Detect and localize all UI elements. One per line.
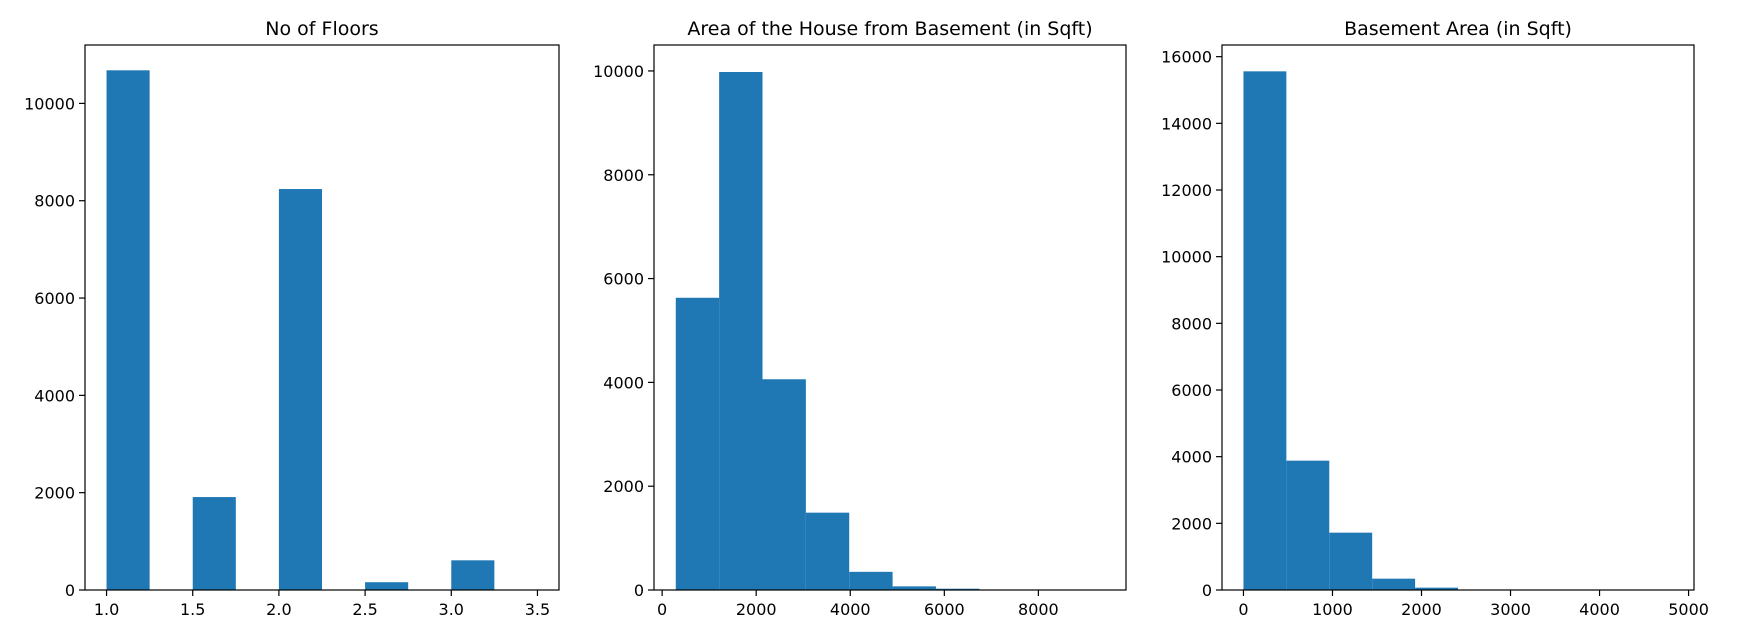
x-tick-label: 1.0 <box>94 600 119 619</box>
y-axis-ticks: 0 2000 4000 6000 8000 10000 <box>593 62 654 600</box>
x-tick-label: 3000 <box>1490 600 1531 619</box>
histogram-bar <box>106 70 150 590</box>
y-tick-label: 8000 <box>34 192 75 211</box>
x-tick-label: 1.5 <box>180 600 205 619</box>
y-tick-label: 4000 <box>34 386 75 405</box>
histogram-no-of-floors: No of Floors 1.0 1.5 2.0 2.5 3.0 3.5 0 2000 400… <box>24 18 560 619</box>
histogram-bar <box>451 560 495 590</box>
y-axis-ticks: 0 2000 4000 6000 8000 10000 12000 14000 16000 <box>1161 48 1222 600</box>
histogram-bar <box>365 582 409 590</box>
x-tick-label: 3.0 <box>439 600 464 619</box>
histogram-bar <box>762 379 806 590</box>
y-tick-label: 6000 <box>603 270 644 289</box>
x-tick-label: 3.5 <box>525 600 550 619</box>
histogram-bar <box>1415 587 1458 590</box>
plot-frame <box>1221 44 1695 591</box>
histogram-basement-area: Basement Area (in Sqft) 0 1000 2000 3000 400… <box>1161 18 1709 619</box>
y-tick-label: 0 <box>65 581 75 600</box>
bar-group <box>106 70 538 591</box>
histogram-bar <box>892 586 936 590</box>
bar-group <box>675 71 1105 590</box>
plot-frame <box>653 44 1127 591</box>
x-tick-label: 8000 <box>1018 600 1059 619</box>
x-tick-label: 2.0 <box>266 600 291 619</box>
x-tick-label: 1000 <box>1312 600 1353 619</box>
y-tick-label: 0 <box>634 581 644 600</box>
chart-title: Area of the House from Basement (in Sqft… <box>687 18 1092 40</box>
y-tick-label: 2000 <box>1171 514 1212 533</box>
x-tick-label: 0 <box>1238 600 1248 619</box>
y-tick-label: 10000 <box>593 62 644 81</box>
y-tick-label: 4000 <box>1171 448 1212 467</box>
y-tick-label: 8000 <box>603 166 644 185</box>
y-tick-label: 10000 <box>24 94 75 113</box>
y-tick-label: 2000 <box>603 477 644 496</box>
plot-frame <box>84 44 560 591</box>
y-tick-label: 16000 <box>1161 48 1212 67</box>
y-axis-ticks: 0 2000 4000 6000 8000 10000 <box>24 94 85 600</box>
y-tick-label: 4000 <box>603 373 644 392</box>
histogram-bar <box>675 297 720 590</box>
chart-title: No of Floors <box>265 18 378 40</box>
chart-title: Basement Area (in Sqft) <box>1344 18 1572 40</box>
x-axis-ticks: 1.0 1.5 2.0 2.5 3.0 3.5 <box>94 590 550 619</box>
histogram-bar <box>805 512 850 590</box>
histogram-bar <box>192 497 236 590</box>
y-tick-label: 6000 <box>34 289 75 308</box>
histogram-bar <box>935 588 980 590</box>
y-tick-label: 8000 <box>1171 314 1212 333</box>
x-axis-ticks: 0 2000 4000 6000 8000 <box>657 590 1059 619</box>
histogram-bar <box>1372 578 1416 590</box>
x-tick-label: 6000 <box>924 600 965 619</box>
x-tick-label: 4000 <box>1579 600 1620 619</box>
histogram-bar <box>1286 460 1330 590</box>
y-tick-label: 2000 <box>34 484 75 503</box>
histogram-bar <box>1329 532 1373 590</box>
x-tick-label: 2000 <box>1401 600 1442 619</box>
x-tick-label: 2.5 <box>352 600 377 619</box>
x-tick-label: 2000 <box>736 600 777 619</box>
y-tick-label: 14000 <box>1161 114 1212 133</box>
x-tick-label: 4000 <box>830 600 871 619</box>
y-tick-label: 6000 <box>1171 381 1212 400</box>
x-axis-ticks: 0 1000 2000 3000 4000 5000 <box>1238 590 1709 619</box>
histogram-bar <box>719 71 763 590</box>
histogram-bar <box>1243 71 1287 591</box>
y-tick-label: 10000 <box>1161 248 1212 267</box>
histogram-house-area-from-basement: Area of the House from Basement (in Sqft… <box>593 18 1127 619</box>
y-tick-label: 12000 <box>1161 181 1212 200</box>
histogram-bar <box>278 189 322 591</box>
x-tick-label: 0 <box>657 600 667 619</box>
y-tick-label: 0 <box>1202 581 1212 600</box>
bar-group <box>1243 71 1673 591</box>
x-tick-label: 5000 <box>1668 600 1709 619</box>
histogram-bar <box>849 571 893 590</box>
